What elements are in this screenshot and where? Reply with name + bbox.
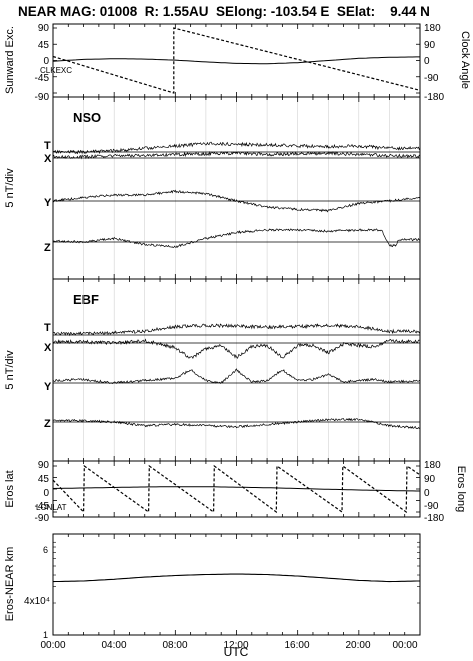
eros-long-tick-180: 180: [424, 460, 441, 471]
distance-tick-4e4: 4x10⁴: [24, 596, 50, 607]
x-axis-label: UTC: [224, 645, 249, 656]
eros-long-ylabel: Eros long: [455, 466, 467, 512]
x-tick-label-1: 04:00: [101, 640, 126, 651]
eros-long-tick-m180: -180: [424, 513, 444, 524]
eros-lat-tick-0: 0: [43, 488, 49, 499]
nso-label-x: X: [44, 153, 52, 165]
sunward-ylabel: Sunward Exc.: [4, 26, 16, 94]
ebf-series-y: [52, 368, 421, 385]
ebf-label-z: Z: [44, 418, 51, 430]
sunward-tick-45: 45: [38, 40, 50, 51]
x-tick-label-3: 12:00: [223, 640, 248, 651]
ebf-title: EBF: [73, 292, 99, 307]
clock-tick-0: 0: [424, 56, 430, 67]
ebf-series-t: [52, 323, 421, 337]
eros-lat-tick-m45: -45: [35, 501, 50, 512]
sunward-tick-90: 90: [38, 23, 50, 34]
sunward-excursion-line: [52, 56, 420, 65]
eros-lat-ylabel: Eros lat: [4, 470, 16, 507]
x-tick-label-4: 16:00: [284, 640, 309, 651]
nso-series-y: [52, 189, 421, 213]
x-tick-label-2: 08:00: [162, 640, 187, 651]
ebf-ylabel: 5 nT/div: [4, 350, 16, 390]
eros-long-tick-90: 90: [424, 474, 436, 485]
nso-label-t: T: [44, 140, 51, 152]
x-tick-label-5: 20:00: [345, 640, 370, 651]
sunward-tick-m90: -90: [35, 92, 50, 103]
nso-title: NSO: [73, 110, 101, 125]
ebf-series-z: [52, 417, 421, 429]
distance-ylabel: Eros-NEAR km: [4, 547, 16, 622]
lonlat-label: LONLAT: [36, 503, 67, 512]
eros-lat-tick-m90: -90: [35, 513, 50, 524]
figure-title: NEAR MAG: 01008 R: 1.55AU SElong: -103.5…: [18, 4, 430, 19]
ebf-label-t: T: [44, 322, 51, 334]
nso-ylabel: 5 nT/div: [4, 168, 16, 208]
chart-marks: [52, 24, 421, 635]
distance-tick-6: 6: [43, 545, 48, 555]
nso-label-y: Y: [44, 197, 52, 209]
ebf-label-y: Y: [44, 381, 52, 393]
clock-ylabel: Clock Angle: [459, 31, 471, 89]
eros-long-tick-0: 0: [424, 488, 430, 499]
sunward-tick-0: 0: [43, 56, 49, 67]
ebf-series-x: [52, 338, 421, 360]
sunward-tick-m45: -45: [35, 73, 50, 84]
x-tick-label-6: 00:00: [392, 640, 417, 651]
eros-near-distance-line: [52, 573, 420, 583]
clkexc-label: CLKEXC: [40, 66, 72, 75]
nso-series-x: [52, 150, 421, 160]
clock-tick-90: 90: [424, 40, 436, 51]
x-tick-label-0: 00:00: [40, 640, 65, 651]
ebf-label-x: X: [44, 342, 52, 354]
clock-tick-m90: -90: [424, 73, 439, 84]
clock-tick-180: 180: [424, 23, 441, 34]
nso-label-z: Z: [44, 242, 51, 254]
eros-long-tick-m90: -90: [424, 501, 439, 512]
nso-series-t: [52, 141, 421, 155]
nso-series-z: [52, 228, 421, 249]
eros-lat-tick-45: 45: [38, 474, 50, 485]
clock-tick-m180: -180: [424, 92, 444, 103]
eros-lat-tick-90: 90: [38, 460, 50, 471]
distance-tick-1: 1: [43, 630, 48, 640]
